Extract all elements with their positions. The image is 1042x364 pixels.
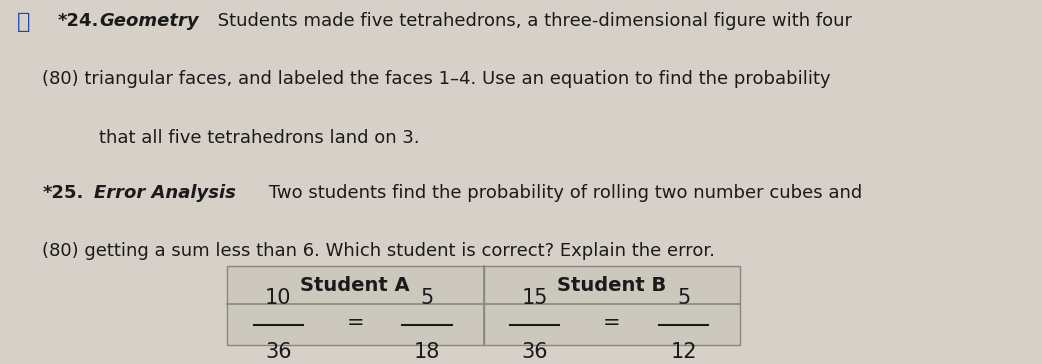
Text: *25.: *25. xyxy=(43,184,83,202)
FancyBboxPatch shape xyxy=(483,266,740,345)
Text: 36: 36 xyxy=(521,342,548,362)
Text: *24.: *24. xyxy=(57,12,99,30)
Text: that all five tetrahedrons land on 3.: that all five tetrahedrons land on 3. xyxy=(99,129,420,147)
Text: 📖: 📖 xyxy=(17,12,30,32)
Text: =: = xyxy=(347,313,364,333)
Text: 12: 12 xyxy=(670,342,697,362)
FancyBboxPatch shape xyxy=(227,266,483,345)
Text: (80) getting a sum less than 6. Which student is correct? Explain the error.: (80) getting a sum less than 6. Which st… xyxy=(43,242,716,260)
Text: 10: 10 xyxy=(265,288,292,308)
Text: Two students find the probability of rolling two number cubes and: Two students find the probability of rol… xyxy=(263,184,862,202)
Text: =: = xyxy=(603,313,621,333)
Text: 18: 18 xyxy=(414,342,441,362)
Text: Student A: Student A xyxy=(300,276,411,295)
Text: Error Analysis: Error Analysis xyxy=(94,184,235,202)
Text: 36: 36 xyxy=(265,342,292,362)
Text: 5: 5 xyxy=(421,288,433,308)
Text: (80) triangular faces, and labeled the faces 1–4. Use an equation to find the pr: (80) triangular faces, and labeled the f… xyxy=(43,70,832,88)
Text: 5: 5 xyxy=(677,288,690,308)
Text: 15: 15 xyxy=(522,288,548,308)
Text: Students made five tetrahedrons, a three-dimensional figure with four: Students made five tetrahedrons, a three… xyxy=(212,12,851,30)
Text: Geometry: Geometry xyxy=(99,12,198,30)
Text: Student B: Student B xyxy=(557,276,667,295)
